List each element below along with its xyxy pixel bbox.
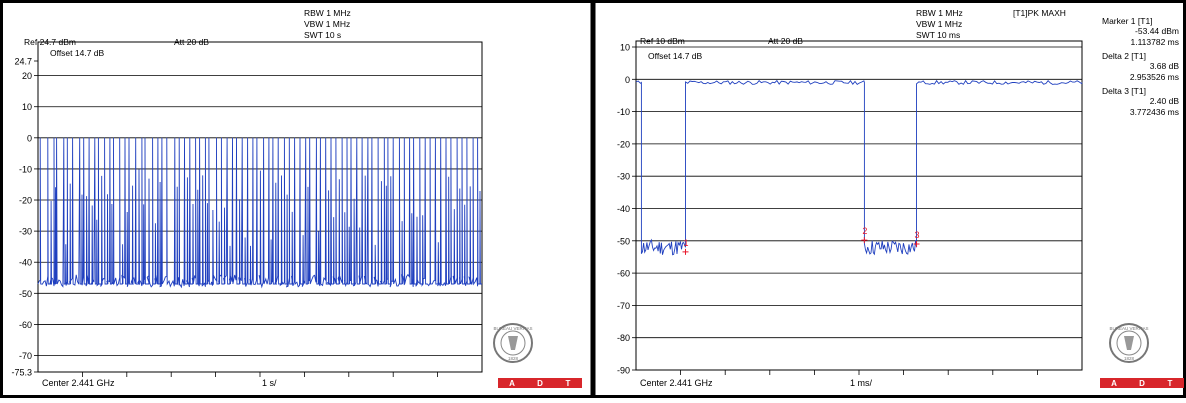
y-tick-label: -10 xyxy=(617,107,630,117)
bureau-veritas-logo: BUREAU VERITAS 1828 xyxy=(1109,323,1149,363)
marker-readout-level: 3.68 dB xyxy=(1150,61,1180,71)
y-tick-label: -90 xyxy=(617,366,630,376)
trace-line xyxy=(37,137,482,289)
offset-label: Offset 14.7 dB xyxy=(648,51,703,61)
swt-label: SWT 10 ms xyxy=(916,30,960,40)
y-tick-label: -70 xyxy=(617,301,630,311)
logo-arc-text: BUREAU VERITAS xyxy=(1110,326,1149,331)
y-tick-label: -75.3 xyxy=(11,368,32,378)
swt-label: SWT 10 s xyxy=(304,30,341,40)
marker-readout-time: 3.772436 ms xyxy=(1130,107,1179,117)
rbw-label: RBW 1 MHz xyxy=(916,8,963,18)
trace-line xyxy=(635,79,1083,256)
adt-letter: A xyxy=(509,379,515,388)
marker-readout-title: Marker 1 [T1] xyxy=(1102,16,1153,26)
y-tick-label: -40 xyxy=(617,204,630,214)
marker-readout-title: Delta 2 [T1] xyxy=(1102,51,1146,61)
vbw-label: VBW 1 MHz xyxy=(916,19,962,29)
center-frequency-label: Center 2.441 GHz xyxy=(640,378,713,388)
marker-readout-level: 2.40 dB xyxy=(1150,96,1180,106)
rbw-label: RBW 1 MHz xyxy=(304,8,351,18)
marker-readout-time: 1.113782 ms xyxy=(1130,37,1179,47)
offset-label: Offset 14.7 dB xyxy=(50,48,105,58)
y-tick-label: -60 xyxy=(19,320,32,330)
span-per-division-label: 1 s/ xyxy=(262,378,277,388)
adt-bar xyxy=(1100,378,1184,388)
y-tick-label: 10 xyxy=(620,43,630,53)
marker-point xyxy=(861,237,868,244)
y-tick-label: 10 xyxy=(22,102,32,112)
y-tick-label: -50 xyxy=(617,236,630,246)
span-per-division-label: 1 ms/ xyxy=(850,378,873,388)
y-tick-label: -50 xyxy=(19,289,32,299)
y-tick-label: -60 xyxy=(617,269,630,279)
y-tick-label: -80 xyxy=(617,333,630,343)
adt-letter: A xyxy=(1111,379,1117,388)
marker-label: 2 xyxy=(862,226,867,236)
bureau-veritas-logo: BUREAU VERITAS 1828 xyxy=(493,323,533,363)
trace-mode-label: [T1]PK MAXH xyxy=(1013,8,1066,18)
marker-readout-title: Delta 3 [T1] xyxy=(1102,86,1146,96)
y-tick-label: -10 xyxy=(19,164,32,174)
plot-frame xyxy=(635,40,1083,371)
y-tick-label: -20 xyxy=(19,196,32,206)
logo-year: 1828 xyxy=(508,356,519,361)
logo-arc-text: BUREAU VERITAS xyxy=(494,326,533,331)
vbw-label: VBW 1 MHz xyxy=(304,19,350,29)
y-tick-label: -30 xyxy=(19,227,32,237)
logo-figure xyxy=(508,336,518,350)
logo-figure xyxy=(1124,336,1134,350)
center-frequency-label: Center 2.441 GHz xyxy=(42,378,115,388)
marker-point xyxy=(682,248,689,255)
y-tick-label: 0 xyxy=(625,75,630,85)
y-tick-label: 20 xyxy=(22,71,32,81)
marker-point xyxy=(913,241,920,248)
adt-letter: T xyxy=(1168,379,1173,388)
y-tick-label: 0 xyxy=(27,133,32,143)
adt-letter: T xyxy=(566,379,571,388)
marker-label: 3 xyxy=(915,230,920,240)
y-tick-label: 24.7 xyxy=(14,57,32,67)
y-tick-label: -70 xyxy=(19,351,32,361)
y-tick-label: -20 xyxy=(617,139,630,149)
y-tick-label: -40 xyxy=(19,258,32,268)
y-tick-label: -30 xyxy=(617,172,630,182)
marker-label: 1 xyxy=(684,238,689,248)
adt-letter: D xyxy=(537,379,543,388)
adt-bar xyxy=(498,378,582,388)
marker-readout-time: 2.953526 ms xyxy=(1130,72,1179,82)
logo-year: 1828 xyxy=(1124,356,1135,361)
marker-readout-level: -53.44 dBm xyxy=(1135,26,1179,36)
adt-letter: D xyxy=(1139,379,1145,388)
